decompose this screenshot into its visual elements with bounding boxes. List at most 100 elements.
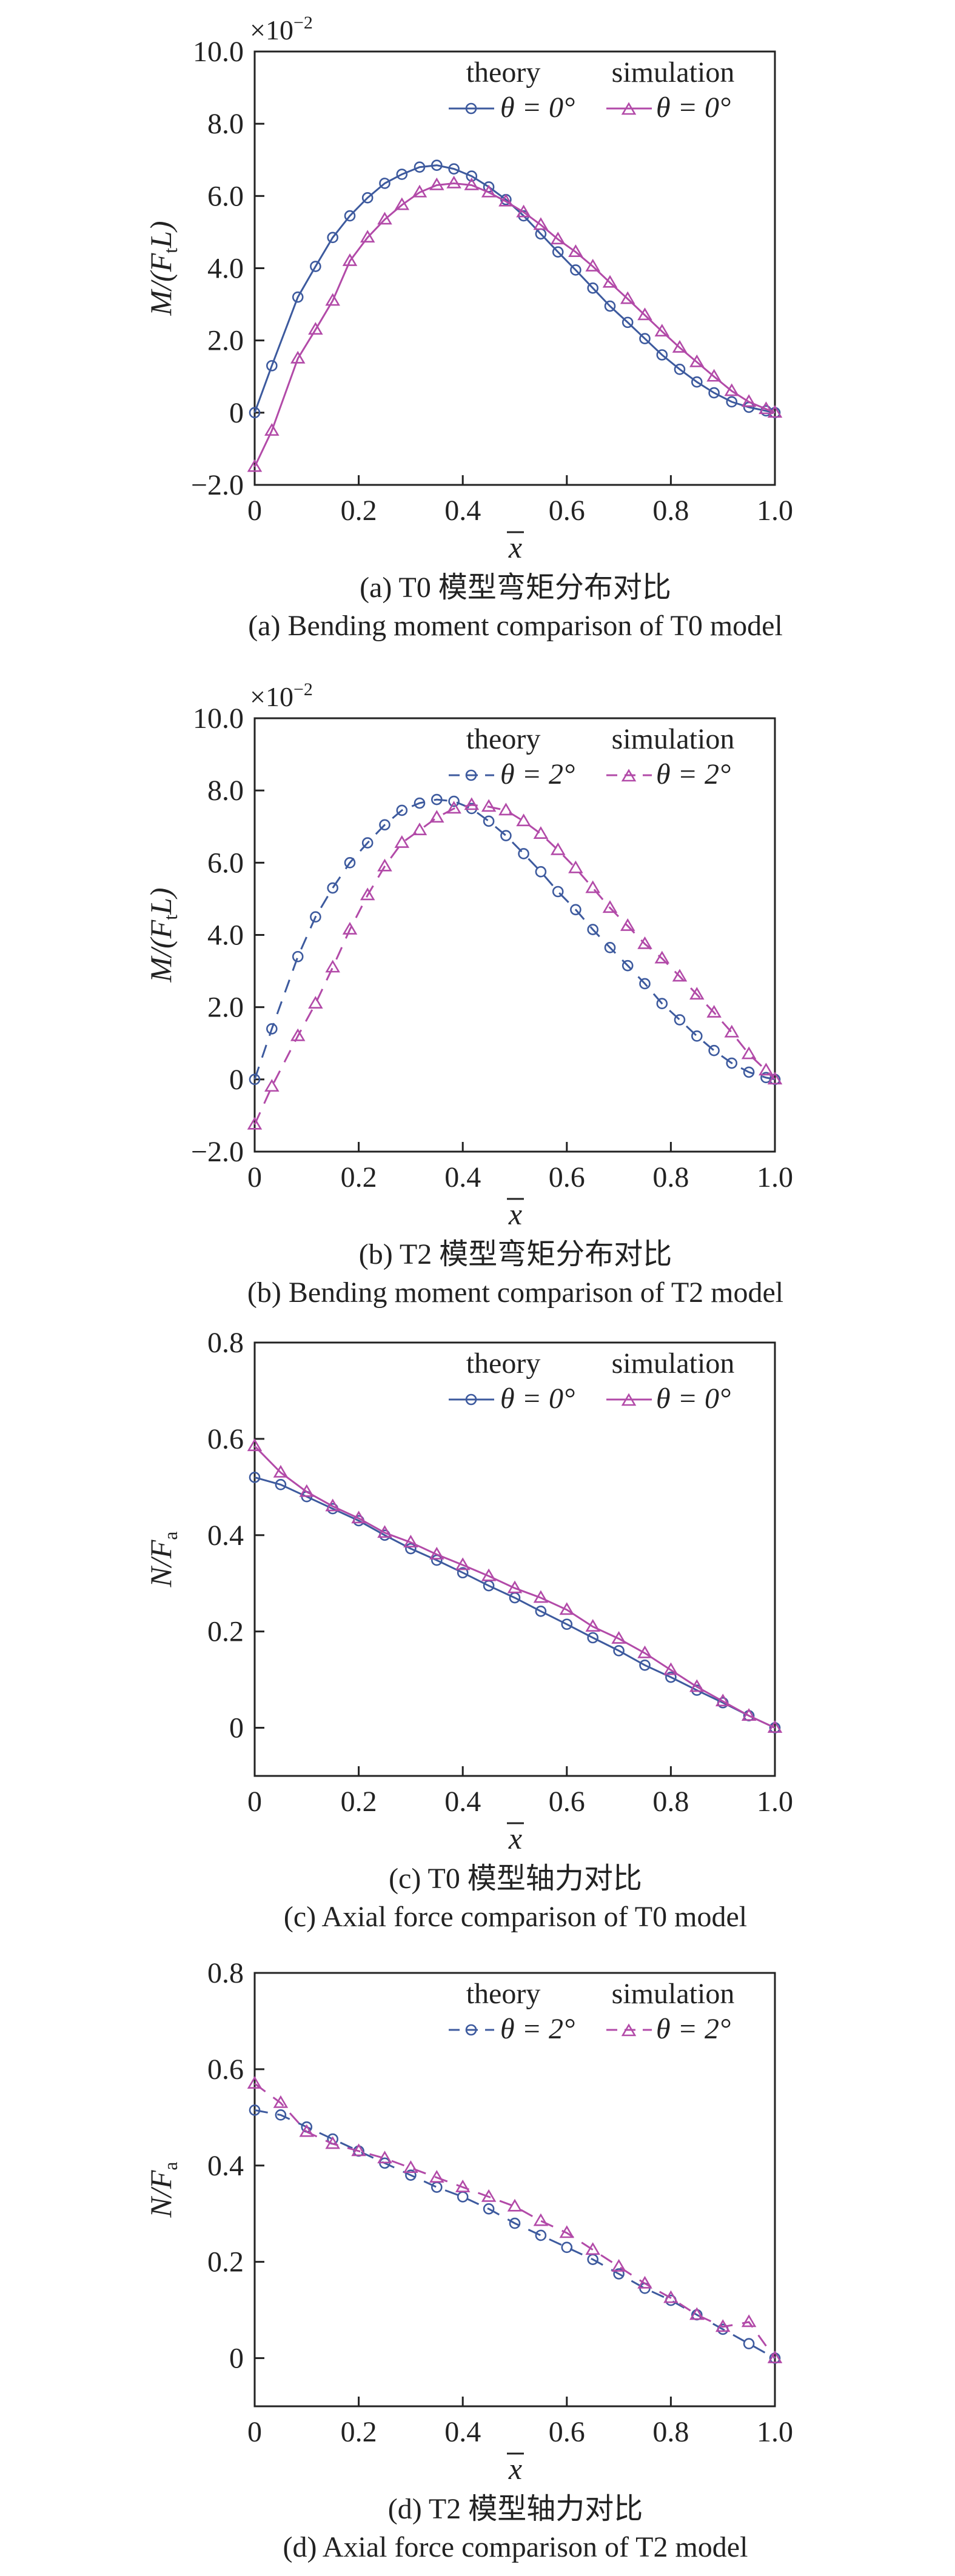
x-tick-label: 1.0 xyxy=(757,1161,793,1193)
triangle-marker xyxy=(559,1602,575,1615)
circle-marker xyxy=(604,942,616,953)
legend-title-theory: theory xyxy=(466,1347,541,1380)
circle-marker xyxy=(656,998,668,1010)
circle-marker xyxy=(743,1066,755,1078)
circle-marker xyxy=(431,2181,443,2193)
series-line xyxy=(254,2083,776,2359)
circle-marker xyxy=(518,848,529,859)
triangle-marker xyxy=(767,405,783,418)
legend-title-theory: theory xyxy=(466,56,541,88)
circle-marker xyxy=(665,1671,677,1683)
y-axis-label-tail: L) xyxy=(144,221,178,248)
circle-marker xyxy=(249,1073,261,1086)
legend-label-simulation: θ = 0° xyxy=(656,1383,731,1415)
triangle-marker xyxy=(550,842,566,855)
circle-marker xyxy=(327,232,339,244)
x-tick-label: 0.4 xyxy=(444,495,481,527)
y-tick-label: 0 xyxy=(229,1064,244,1096)
triangle-marker xyxy=(446,175,461,189)
x-tick-label: 0.8 xyxy=(652,1786,689,1818)
triangle-marker xyxy=(741,2314,757,2327)
y-axis-label: N/Fa xyxy=(144,2162,181,2218)
y-axis-label-main: N/F xyxy=(144,1540,178,1587)
triangle-marker xyxy=(689,2307,705,2320)
triangle-marker xyxy=(481,184,497,198)
triangle-marker xyxy=(325,293,340,306)
circle-marker xyxy=(414,797,426,809)
triangle-marker xyxy=(455,2179,471,2192)
triangle-marker xyxy=(741,394,757,407)
triangle-marker xyxy=(290,350,306,364)
triangle-marker xyxy=(568,860,583,873)
triangle-marker xyxy=(377,2151,392,2164)
triangle-marker xyxy=(637,2275,652,2289)
triangle-marker xyxy=(247,1438,263,1452)
series-line xyxy=(253,182,776,467)
circle-marker xyxy=(431,159,443,171)
circle-marker xyxy=(249,407,261,419)
triangle-marker xyxy=(394,197,410,210)
triangle-marker xyxy=(464,797,480,810)
y-multiplier-base: ×10 xyxy=(250,681,293,712)
circle-marker xyxy=(465,2024,477,2036)
triangle-marker xyxy=(273,2095,289,2108)
triangle-marker xyxy=(455,1557,471,1570)
caption-cn: (b) T2 模型弯矩分布对比 xyxy=(359,1238,672,1270)
circle-marker xyxy=(266,1023,278,1035)
triangle-marker xyxy=(559,2225,575,2238)
triangle-marker xyxy=(672,340,688,353)
y-tick-label: 0.6 xyxy=(207,1423,244,1455)
circle-marker xyxy=(613,1645,625,1657)
triangle-marker xyxy=(351,1510,366,1524)
y-axis-label: M/(FtL) xyxy=(144,221,181,316)
x-tick-label: 0.6 xyxy=(549,495,585,527)
triangle-marker xyxy=(585,2242,600,2255)
triangle-marker xyxy=(637,1645,652,1658)
x-tick-label: 0 xyxy=(247,1786,262,1818)
triangle-marker xyxy=(621,769,637,782)
circle-marker xyxy=(509,2217,521,2229)
triangle-marker xyxy=(767,2350,783,2363)
y-axis-label-sub: a xyxy=(159,2162,181,2171)
circle-marker xyxy=(327,882,339,894)
triangle-marker xyxy=(325,1498,340,1512)
triangle-marker xyxy=(741,1708,757,1721)
triangle-marker xyxy=(247,1116,263,1130)
panel-a: −2.002.04.06.08.010.00 0.2 0.4 0.6 0.8 1.0xM/… xyxy=(144,13,793,642)
triangle-marker xyxy=(299,1484,315,1497)
triangle-marker xyxy=(308,322,323,335)
y-tick-label: −2.0 xyxy=(191,469,244,501)
circle-marker xyxy=(465,102,477,115)
axes-frame xyxy=(253,1972,776,2407)
x-tick-label: 0.8 xyxy=(652,2416,689,2448)
legend-title-simulation: simulation xyxy=(612,1978,735,2010)
x-axis-label: x xyxy=(508,1821,522,1855)
y-multiplier: ×10−2 xyxy=(250,679,313,712)
series-line xyxy=(253,1445,776,1729)
circle-marker xyxy=(431,793,443,806)
circle-marker xyxy=(587,924,599,935)
y-tick-label: 6.0 xyxy=(207,847,244,879)
circle-marker xyxy=(266,360,278,372)
caption-cn: (a) T0 模型弯矩分布对比 xyxy=(360,572,671,604)
triangle-marker xyxy=(325,959,340,973)
y-tick-label: 0 xyxy=(229,2343,244,2375)
circle-marker xyxy=(405,1543,417,1555)
triangle-marker xyxy=(611,1631,626,1644)
y-tick-label: 0.2 xyxy=(207,1616,244,1648)
triangle-marker xyxy=(767,1720,783,1733)
y-tick-label: 8.0 xyxy=(207,775,244,807)
legend-title-theory: theory xyxy=(466,1978,541,2010)
y-tick-label: −2.0 xyxy=(191,1136,244,1168)
triangle-marker xyxy=(621,102,637,115)
triangle-marker xyxy=(464,177,480,190)
y-tick-label: 0.6 xyxy=(207,2054,244,2086)
circle-marker xyxy=(310,261,321,272)
triangle-marker xyxy=(516,813,531,827)
x-tick-label: 0.2 xyxy=(341,1786,377,1818)
triangle-marker xyxy=(585,1619,600,1632)
triangle-marker xyxy=(429,1546,444,1560)
circle-marker xyxy=(561,1618,573,1630)
y-axis-label-sub: t xyxy=(159,915,181,920)
